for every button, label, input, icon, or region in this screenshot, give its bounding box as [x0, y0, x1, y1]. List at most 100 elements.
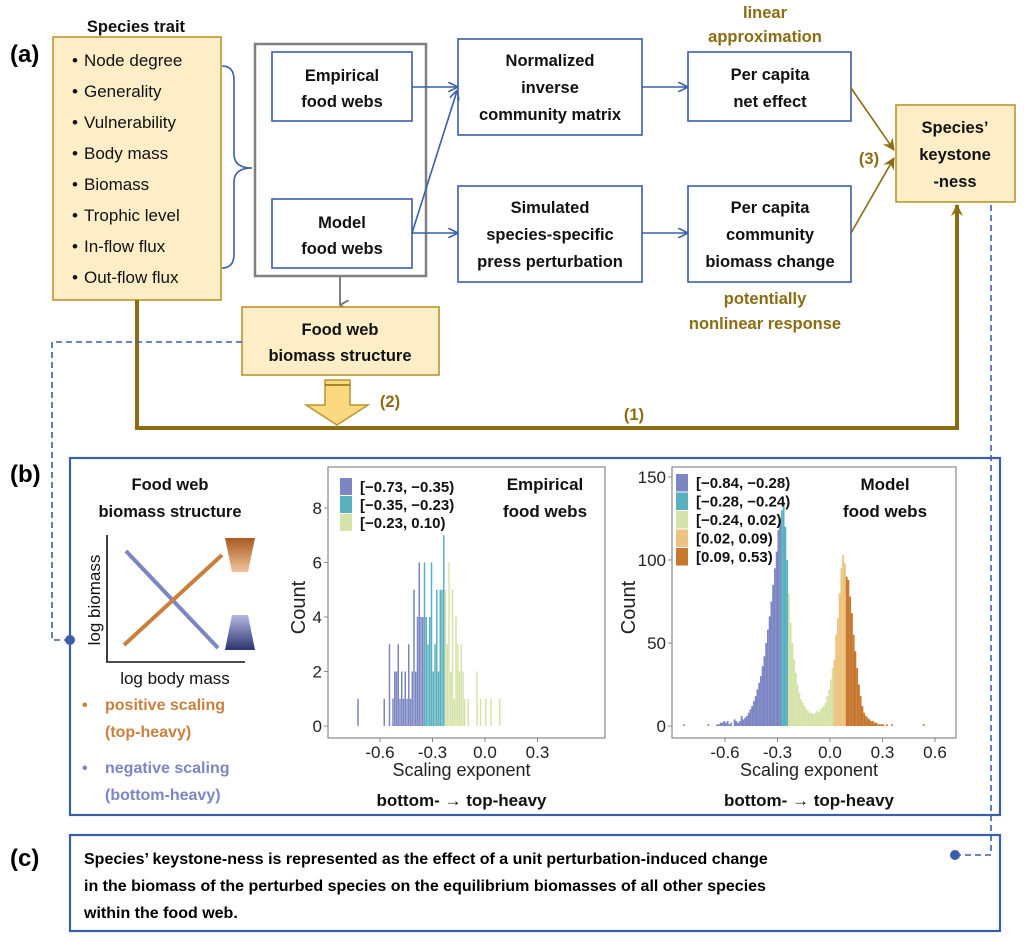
biomass-change-label-3: biomass change	[705, 253, 834, 271]
empirical-label-2: food webs	[301, 93, 383, 111]
histogram-bar	[854, 651, 857, 726]
histogram-bar	[742, 719, 745, 726]
histogram-bar	[753, 701, 755, 726]
histogram-bar	[768, 616, 771, 726]
histogram-bar	[831, 667, 834, 726]
histogram-bar	[408, 644, 410, 726]
histogram-bar	[833, 659, 836, 726]
histogram-bar	[432, 671, 434, 726]
empirical-label: Empirical	[305, 67, 379, 85]
model-label-2: food webs	[301, 240, 383, 258]
y-tick-label: 100	[638, 551, 666, 570]
plot-frame	[327, 466, 606, 739]
legend-label: [−0.73, −0.35)	[360, 479, 454, 496]
panel-c-box	[68, 833, 1002, 933]
nonlinear-note-2: nonlinear response	[689, 315, 841, 333]
histogram-bar	[427, 644, 429, 726]
histogram-bar	[830, 679, 832, 726]
histogram-bar	[891, 724, 894, 726]
bullet: •	[72, 113, 78, 132]
trait-item: Body mass	[84, 144, 168, 163]
histogram-bar	[485, 698, 487, 726]
empirical-histogram: -0.6 -0.3 0.0 0.3 0 2 4 6 8 Count Scaling exponent…	[288, 466, 606, 810]
histogram-bar	[840, 568, 843, 726]
bottom-heavy-pyramid-icon	[225, 615, 255, 650]
normalized-label-3: community matrix	[479, 106, 622, 124]
histogram-bar	[490, 698, 492, 726]
x-axis-label: Scaling exponent	[392, 760, 530, 780]
y-tick-label: 150	[638, 468, 666, 487]
legend-swatch	[340, 514, 352, 531]
species-trait-list: • Node degree • Generality • Vulnerability • Bo…	[72, 51, 182, 287]
histogram-bar	[404, 671, 406, 726]
histogram-bar	[413, 589, 415, 726]
histogram-bar	[796, 684, 799, 726]
biomass-change-box	[687, 185, 852, 283]
histogram-bar	[812, 714, 815, 726]
path-label-2: (2)	[380, 393, 400, 411]
histogram-bar	[770, 601, 773, 726]
histogram-bar	[870, 721, 873, 726]
histogram-bar	[803, 706, 806, 726]
histogram-bar	[423, 562, 426, 726]
legend-label: [−0.24, 0.02)	[696, 512, 781, 529]
chart-title: Model	[860, 475, 909, 494]
histogram-bar	[397, 644, 399, 726]
trait-item: Out-flow flux	[84, 268, 179, 287]
histogram-bar	[406, 698, 408, 726]
histogram-bar	[784, 526, 787, 726]
histogram-bar	[723, 721, 726, 726]
histogram-bar	[788, 593, 790, 726]
negative-scaling-label: negative scaling	[105, 760, 230, 777]
histogram-bar	[872, 721, 874, 726]
trait-item: Trophic level	[84, 206, 180, 225]
panel-label-a: (a)	[10, 41, 39, 68]
histogram-bar	[401, 671, 403, 726]
species-trait-title: Species trait	[87, 18, 186, 36]
trait-item: In-flow flux	[84, 237, 166, 256]
histogram-bar	[416, 617, 419, 726]
y-tick-label: 6	[313, 554, 322, 573]
x-tick-label: 0.6	[923, 743, 947, 762]
x-tick-label: 0.3	[526, 743, 550, 762]
keystone-label-2: keystone	[919, 146, 991, 164]
positive-scaling-label: positive scaling	[105, 697, 225, 714]
description-line-1: Species’ keystone-ness is represented as…	[84, 851, 768, 868]
simulated-perturbation-box	[457, 185, 643, 283]
y-axis-label: Count	[618, 580, 640, 634]
negative-scaling-sublabel: (bottom-heavy)	[105, 787, 221, 804]
path-label-1: (1)	[624, 406, 644, 424]
histogram-bar	[683, 724, 685, 726]
biomass-change-label-2: community	[726, 226, 815, 244]
histogram-bar	[415, 671, 417, 726]
histogram-bar	[782, 501, 785, 726]
keystone-box	[895, 104, 1016, 203]
panel-label-b: (b)	[10, 461, 41, 488]
histogram-bar	[835, 634, 838, 726]
histogram-bar	[858, 684, 860, 726]
legend-swatch	[676, 529, 688, 547]
histogram-bar	[838, 593, 841, 726]
histogram-bar	[763, 656, 766, 726]
histogram-bar	[814, 712, 817, 726]
keystone-label-1: Species’	[922, 119, 989, 137]
simulated-label-1: Simulated	[511, 199, 590, 217]
histogram-bar	[798, 692, 801, 726]
histogram-bar	[751, 706, 754, 726]
histogram-bar	[728, 724, 731, 726]
histogram-bar	[499, 698, 501, 726]
trait-item: Vulnerability	[84, 113, 176, 132]
schematic-ylabel: log biomass	[85, 555, 104, 646]
histogram-bar	[721, 722, 724, 726]
histogram-bar	[739, 721, 741, 726]
histogram-bar	[879, 724, 881, 726]
linear-note-2: approximation	[708, 28, 822, 46]
histogram-bar	[856, 667, 859, 726]
histogram-bar	[411, 671, 413, 726]
trait-item: Biomass	[84, 175, 149, 194]
simulated-label-2: species-specific	[486, 226, 614, 244]
histogram-bar	[744, 717, 747, 726]
histogram-bar	[795, 672, 797, 726]
histogram-bar	[420, 617, 422, 726]
bullet: •	[72, 237, 78, 256]
